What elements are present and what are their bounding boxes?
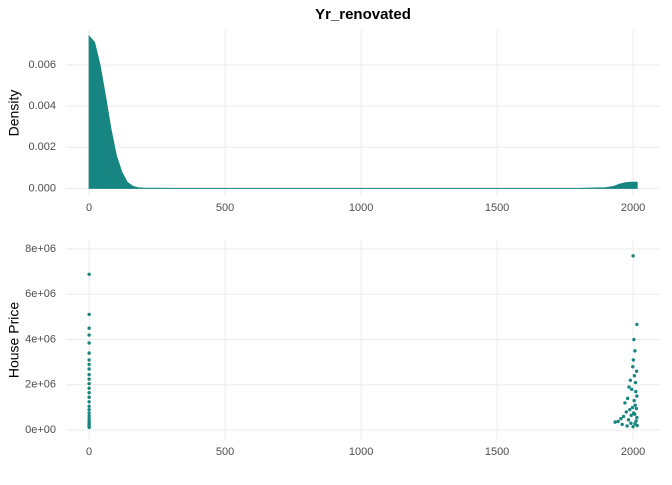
point [625,396,630,401]
point [629,413,633,418]
point [616,419,620,424]
point [635,423,639,428]
chart-title: Yr_renovated [315,6,411,23]
y-tick-label: 0.000 [28,182,56,194]
point [628,407,632,412]
point [633,380,638,385]
point [87,326,91,330]
x-tick-label: 1500 [485,446,509,458]
y-tick-label: 6e+06 [25,288,56,300]
point [620,422,624,427]
point [87,414,91,418]
point [632,337,636,342]
point [87,407,91,412]
point [87,358,91,362]
x-tick-label: 1000 [349,202,373,214]
point [87,351,91,355]
x-tick-label: 2000 [621,202,645,214]
point [625,424,629,428]
point [633,412,637,416]
x-tick-label: 0 [86,202,92,214]
point [613,420,617,424]
y-axis-label: House Price [6,302,22,378]
point [619,417,623,421]
y-tick-label: 0.006 [28,59,56,71]
density-area [88,34,638,189]
y-tick-label: 0.004 [28,100,56,112]
point [87,395,91,399]
y-axis-label: Density [6,90,22,137]
point [631,358,636,362]
point [87,362,91,367]
x-tick-label: 1000 [349,446,373,458]
y-tick-label: 0.002 [28,141,56,153]
point [633,349,637,353]
point [87,404,91,408]
point [635,415,639,420]
x-tick-label: 500 [216,446,234,458]
y-tick-label: 4e+06 [25,333,56,345]
point [87,341,91,345]
point [630,405,635,410]
point [87,312,91,317]
point [634,419,638,423]
point [87,333,91,337]
x-tick-label: 500 [216,202,234,214]
point [629,421,633,425]
point [634,369,639,373]
point [634,389,638,394]
point [87,372,91,377]
point [87,411,91,415]
point [87,367,91,371]
point [635,394,639,398]
point [624,410,628,414]
x-tick-label: 1500 [485,202,509,214]
point [621,414,626,419]
point [87,400,91,404]
y-tick-label: 8e+06 [25,243,56,255]
point [633,403,637,407]
point [87,425,91,430]
x-tick-label: 0 [86,446,92,458]
point [634,406,639,411]
x-tick-label: 2000 [621,446,645,458]
point [87,386,91,390]
point [630,387,634,392]
point [87,391,91,395]
point [87,381,91,386]
point [631,364,635,369]
y-tick-label: 0e+00 [25,424,56,436]
point [632,398,636,403]
point [87,377,91,381]
point [635,322,639,327]
point [631,424,635,429]
point [632,374,637,378]
point [628,378,633,382]
point [631,254,635,258]
point [627,385,631,389]
point [623,401,627,405]
point [87,272,91,276]
y-tick-label: 2e+06 [25,379,56,391]
point [626,418,631,422]
